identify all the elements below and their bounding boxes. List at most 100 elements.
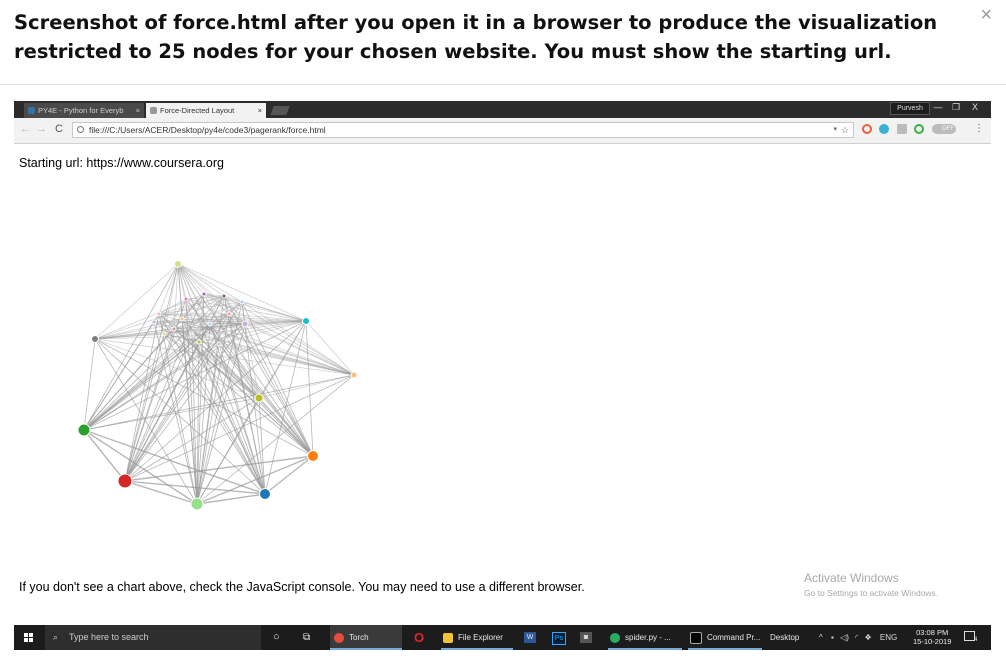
info-icon[interactable] [77, 126, 84, 133]
graph-link [196, 455, 314, 505]
word-icon[interactable]: W [524, 632, 536, 643]
wifi-icon[interactable]: ◜ [855, 633, 859, 642]
starting-url: Starting url: https://www.coursera.org [19, 156, 224, 170]
camera-icon[interactable]: ◙ [580, 632, 592, 643]
graph-node[interactable] [77, 423, 91, 437]
restore-button[interactable]: ❐ [951, 102, 961, 112]
volume-icon[interactable]: ◁) [840, 633, 849, 642]
python-ide-icon [610, 632, 620, 643]
browser-screenshot: PY4E - Python for Everyb × Force-Directe… [14, 101, 991, 650]
graph-node[interactable] [259, 488, 271, 500]
graph-node[interactable] [174, 260, 182, 268]
photoshop-icon[interactable]: Ps [552, 632, 566, 645]
taskbar-app-file-explorer[interactable]: File Explorer [441, 625, 513, 650]
cortana-icon[interactable]: ○ [273, 631, 280, 643]
taskbar-app-torch[interactable]: Torch [330, 625, 402, 650]
graph-node[interactable] [350, 371, 358, 379]
graph-link [173, 328, 200, 343]
extension-refresh-icon[interactable] [862, 124, 872, 134]
menu-icon[interactable]: ⋮ [974, 123, 984, 134]
graph-link [83, 343, 220, 431]
graph-link [196, 341, 200, 505]
new-tab-button[interactable] [270, 106, 290, 115]
opera-icon[interactable]: O [414, 630, 425, 645]
graph-node[interactable] [239, 299, 245, 305]
clock-date: 15-10-2019 [913, 637, 952, 646]
tab-close-icon[interactable]: × [135, 106, 140, 115]
graph-node[interactable] [91, 335, 99, 343]
search-placeholder: Type here to search [69, 632, 149, 642]
back-icon[interactable]: ← [20, 123, 31, 135]
network-icon[interactable]: ▪ [831, 633, 834, 642]
graph-node[interactable] [254, 393, 264, 403]
graph-node[interactable] [161, 331, 167, 337]
graph-node[interactable] [171, 326, 177, 332]
graph-link [209, 323, 266, 495]
tray-chevron-icon[interactable]: ^ [819, 633, 823, 642]
taskbar-search-input[interactable]: ⌕ Type here to search [45, 625, 261, 650]
graph-node[interactable] [183, 296, 189, 302]
graph-link [218, 343, 266, 495]
graph-node[interactable] [179, 316, 185, 322]
windows-start-icon[interactable] [24, 633, 34, 643]
extension-toggle[interactable]: OFF [932, 124, 956, 134]
taskbar-clock[interactable]: 03:08 PM 15-10-2019 [913, 628, 951, 646]
graph-links [83, 263, 355, 505]
graph-node[interactable] [216, 341, 222, 347]
graph-link [198, 341, 260, 399]
graph-node[interactable] [151, 319, 157, 325]
dropbox-icon[interactable]: ❖ [864, 633, 872, 642]
graph-node[interactable] [307, 450, 319, 462]
python-icon [28, 107, 35, 114]
graph-link [198, 320, 307, 343]
graph-link [153, 321, 260, 399]
graph-link [173, 313, 230, 330]
notification-icon[interactable] [964, 631, 975, 641]
power-icon[interactable] [914, 124, 924, 134]
graph-link [163, 263, 179, 335]
graph-node[interactable] [156, 311, 162, 317]
download-icon[interactable] [897, 124, 907, 134]
url-input[interactable]: file:///C:/Users/ACER/Desktop/py4e/code3… [72, 122, 854, 138]
language-indicator[interactable]: ENG [879, 633, 898, 642]
graph-link [177, 263, 314, 457]
graph-link [94, 263, 179, 340]
graph-node[interactable] [190, 497, 204, 511]
graph-link [196, 374, 355, 505]
graph-node[interactable] [221, 293, 227, 299]
graph-link [177, 263, 243, 303]
graph-node[interactable] [196, 339, 202, 345]
graph-link [177, 263, 246, 325]
graph-link [173, 328, 193, 337]
close-icon[interactable]: × [980, 4, 992, 26]
profile-button[interactable]: Purvesh [890, 102, 930, 115]
task-view-icon[interactable]: ⧉ [303, 632, 311, 643]
graph-node[interactable] [207, 321, 213, 327]
dropdown-icon[interactable]: ▾ [833, 126, 837, 133]
taskbar-app-command-prompt[interactable]: Command Pr... [688, 625, 762, 650]
graph-link [94, 335, 193, 340]
graph-link [218, 343, 355, 376]
graph-link [191, 301, 243, 337]
graph-link [158, 313, 355, 376]
bookmark-star-icon[interactable]: ☆ [840, 125, 849, 135]
graph-node[interactable] [226, 311, 232, 317]
tab-close-icon[interactable]: × [257, 106, 262, 115]
graph-node[interactable] [241, 320, 249, 328]
forward-icon[interactable]: → [36, 123, 47, 135]
graph-node[interactable] [117, 473, 133, 489]
tab-py4e[interactable]: PY4E - Python for Everyb × [24, 103, 144, 118]
reload-icon[interactable]: C [55, 123, 63, 135]
graph-node[interactable] [201, 291, 207, 297]
minimize-button[interactable]: — [933, 102, 943, 112]
tab-label: PY4E - Python for Everyb [38, 106, 124, 115]
taskbar-app-spider[interactable]: spider.py - ... [608, 625, 682, 650]
graph-link [83, 429, 198, 505]
headphones-icon[interactable] [879, 124, 889, 134]
window-close-button[interactable]: X [971, 102, 978, 112]
graph-node[interactable] [302, 317, 310, 325]
desktop-toolbar[interactable]: Desktop [770, 633, 800, 642]
graph-node[interactable] [189, 333, 195, 339]
tab-force-directed-layout[interactable]: Force-Directed Layout × [146, 103, 266, 118]
graph-link [124, 374, 355, 482]
